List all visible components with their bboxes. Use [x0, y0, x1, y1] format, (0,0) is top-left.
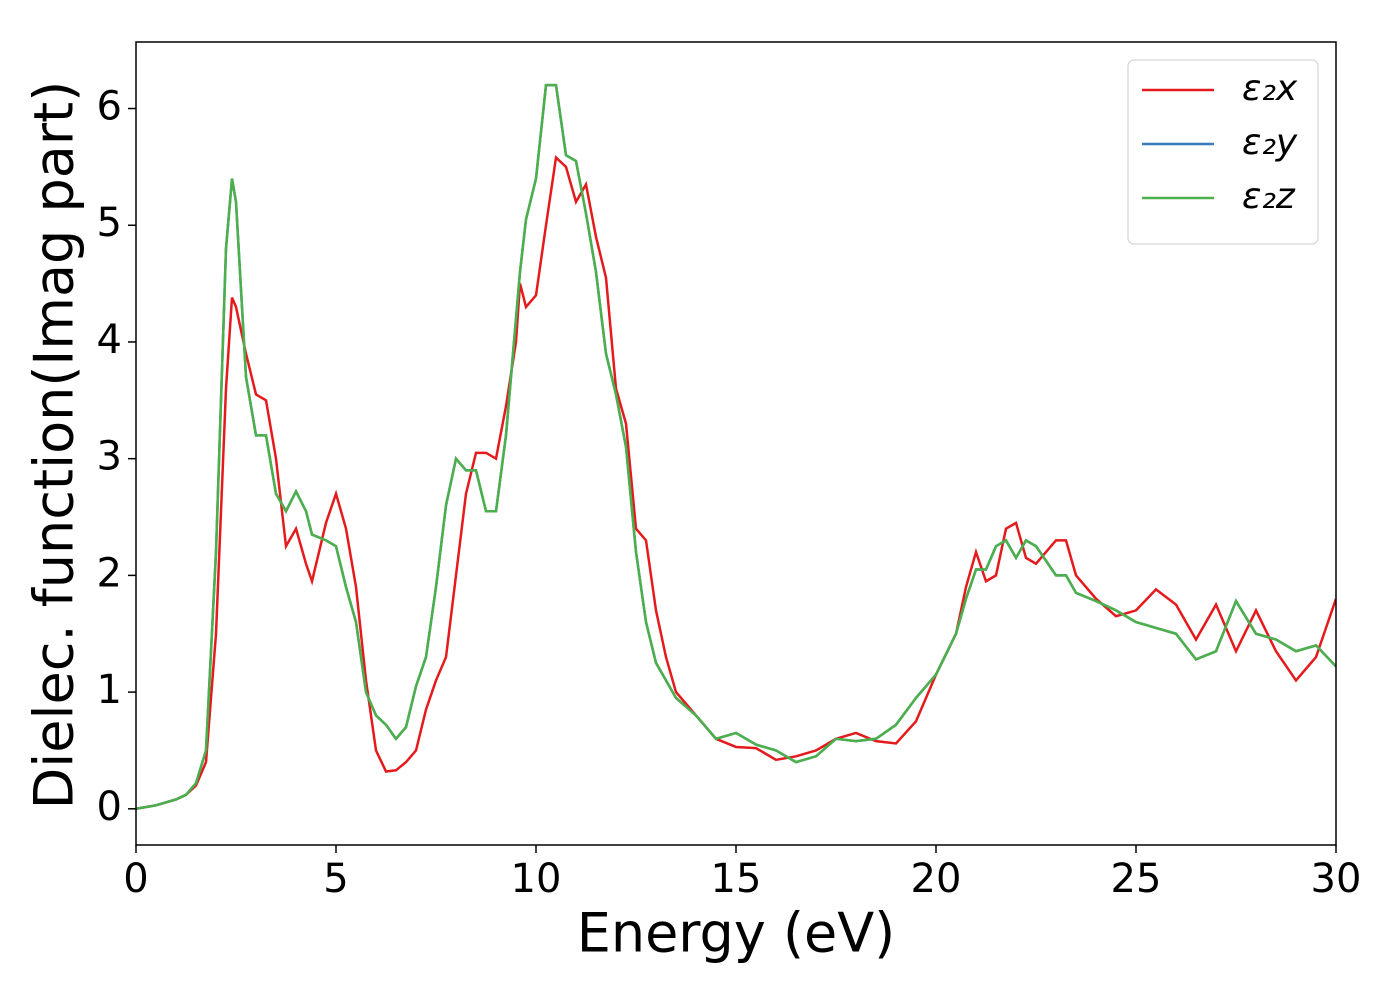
plot-frame	[135, 41, 1337, 846]
series-line	[136, 155, 1336, 811]
legend-label: ε₂y	[1242, 122, 1298, 163]
x-tick-label: 0	[123, 856, 148, 902]
y-tick-label: 4	[97, 317, 122, 363]
y-tick-label: 2	[97, 550, 122, 596]
x-tick-label: 15	[711, 856, 762, 902]
legend-label: ε₂z	[1242, 176, 1296, 217]
legend-label: ε₂x	[1242, 68, 1298, 109]
series-line	[136, 83, 1336, 811]
y-tick-label: 1	[97, 667, 122, 713]
x-tick-label: 10	[511, 856, 562, 902]
x-tick-label: 20	[911, 856, 962, 902]
x-tick-label: 5	[323, 856, 348, 902]
y-tick-label: 3	[97, 434, 122, 480]
y-tick-label: 6	[97, 84, 122, 130]
x-axis-label: Energy (eV)	[577, 902, 896, 965]
y-tick-label: 0	[97, 784, 122, 830]
x-tick-label: 25	[1111, 856, 1162, 902]
y-tick-label: 5	[97, 200, 122, 246]
x-tick-label: 30	[1311, 856, 1362, 902]
y-axis-label: Dielec. function(Imag part)	[23, 81, 86, 810]
